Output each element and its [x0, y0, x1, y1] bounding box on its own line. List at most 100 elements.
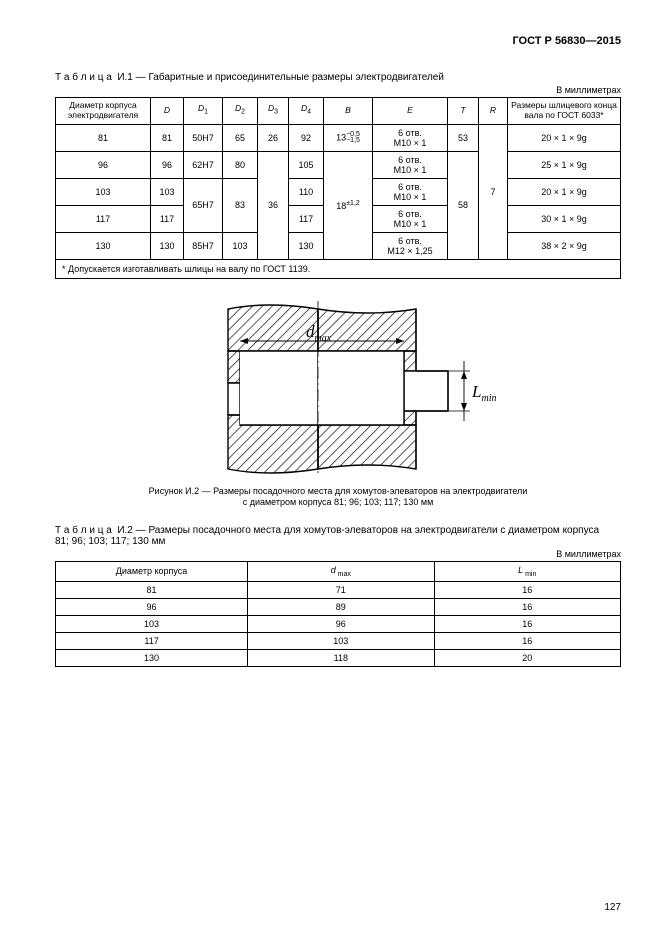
e2: М10 × 1 [394, 138, 427, 148]
cell: 81 [56, 124, 151, 151]
cell: 58 [448, 151, 479, 259]
cell: 20 [434, 649, 620, 666]
cell: 89 [248, 598, 434, 615]
cell: 65H7 [184, 178, 223, 232]
table1-header-row: Диаметр корпуса электродвигателя D D1 D2… [56, 98, 621, 125]
e2: М12 × 1,25 [387, 246, 432, 256]
sub: min [523, 571, 536, 578]
cell: 103 [223, 232, 258, 259]
t2-h-dia: Диаметр корпуса [56, 561, 248, 581]
table-row: 96 96 62H7 80 36 105 18±1,2 6 отв.М10 × … [56, 151, 621, 178]
cell: 16 [434, 615, 620, 632]
cell: 62H7 [184, 151, 223, 178]
table1-footnote-row: * Допускается изготавливать шлицы на вал… [56, 259, 621, 278]
t2-num: И.2 — [117, 525, 145, 536]
cell: 18±1,2 [324, 151, 373, 259]
sub: 4 [307, 109, 311, 116]
cell: 117 [56, 632, 248, 649]
cell: 118 [248, 649, 434, 666]
cell: 103 [151, 178, 184, 205]
cell: 96 [151, 151, 184, 178]
cell: 20 × 1 × 9g [508, 178, 621, 205]
t1-h-D2: D2 [223, 98, 258, 125]
cell: 105 [289, 151, 324, 178]
t1-text: Габаритные и присоединительные размеры э… [148, 72, 444, 83]
cell: 6 отв.М10 × 1 [373, 151, 448, 178]
cell: 53 [448, 124, 479, 151]
fc2: с диаметром корпуса 81; 96; 103; 117; 13… [243, 497, 434, 507]
e1: 6 отв. [398, 128, 422, 138]
cell: 50H7 [184, 124, 223, 151]
table-row: 817116 [56, 581, 621, 598]
e1: 6 отв. [398, 236, 422, 246]
cell: 25 × 1 × 9g [508, 151, 621, 178]
t1-h-D3: D3 [258, 98, 289, 125]
cell: 130 [289, 232, 324, 259]
sub: 1 [204, 109, 208, 116]
t1-prefix: Т а б л и ц а [55, 72, 112, 83]
cell: 96 [56, 598, 248, 615]
v: 18 [336, 201, 346, 211]
lo: −1,5 [346, 137, 360, 144]
cell: 16 [434, 632, 620, 649]
cell: 96 [56, 151, 151, 178]
cell: 103 [56, 615, 248, 632]
cell: 20 × 1 × 9g [508, 124, 621, 151]
tol: ±1,2 [346, 200, 360, 207]
e1: 6 отв. [398, 209, 422, 219]
table-row: 81 81 50H7 65 26 92 13−0,5−1,5 6 отв.М10… [56, 124, 621, 151]
t2-h-lmin: L min [434, 561, 620, 581]
cell: 81 [151, 124, 184, 151]
cell: 30 × 1 × 9g [508, 205, 621, 232]
sub: 3 [274, 109, 278, 116]
cell: 6 отв.М10 × 1 [373, 178, 448, 205]
sub: 2 [241, 109, 245, 116]
cell: 130 [56, 649, 248, 666]
table-row: 11710316 [56, 632, 621, 649]
cell: 83 [223, 178, 258, 232]
cell: 13−0,5−1,5 [324, 124, 373, 151]
cell: 85H7 [184, 232, 223, 259]
t1-h-T: T [448, 98, 479, 125]
t1-num: И.1 — [117, 72, 145, 83]
cell: 65 [223, 124, 258, 151]
t2-text1: Размеры посадочного места для хомутов-эл… [148, 525, 599, 536]
table1: Диаметр корпуса электродвигателя D D1 D2… [55, 97, 621, 279]
t1-h-dia: Диаметр корпуса электродвигателя [56, 98, 151, 125]
cell: 110 [289, 178, 324, 205]
cell: 117 [289, 205, 324, 232]
e1: 6 отв. [398, 182, 422, 192]
cell: 6 отв.М10 × 1 [373, 124, 448, 151]
t1-h-D: D [151, 98, 184, 125]
table2-units: В миллиметрах [55, 549, 621, 559]
t1-h-E: E [373, 98, 448, 125]
lbl: R [490, 105, 496, 115]
table2-header-row: Диаметр корпуса d max L min [56, 561, 621, 581]
lbl: T [460, 105, 465, 115]
cell: 7 [479, 124, 508, 259]
lbl: E [407, 105, 413, 115]
lbl: D [164, 105, 170, 115]
table-row: 13011820 [56, 649, 621, 666]
document-id: ГОСТ Р 56830—2015 [55, 35, 621, 47]
figure-svg: dmax Lmin [168, 301, 508, 476]
cell: 96 [248, 615, 434, 632]
table-row: 1039616 [56, 615, 621, 632]
e2: М10 × 1 [394, 219, 427, 229]
cell: 130 [151, 232, 184, 259]
t2-text2: 81; 96; 103; 117; 130 мм [55, 536, 165, 547]
v: 13 [336, 132, 346, 142]
table-row: 968916 [56, 598, 621, 615]
cell: 16 [434, 581, 620, 598]
e2: М10 × 1 [394, 192, 427, 202]
cell: 80 [223, 151, 258, 178]
cell: 130 [56, 232, 151, 259]
lbl: B [345, 105, 351, 115]
cell: 6 отв.М10 × 1 [373, 205, 448, 232]
page: ГОСТ Р 56830—2015 Т а б л и ц а И.1 — Га… [0, 0, 661, 935]
t1-h-D4: D4 [289, 98, 324, 125]
t1-h-spline: Размеры шлицевого конца вала по ГОСТ 603… [508, 98, 621, 125]
table2: Диаметр корпуса d max L min 817116 96891… [55, 561, 621, 667]
cell: 71 [248, 581, 434, 598]
lmin-label: Lmin [471, 382, 496, 404]
